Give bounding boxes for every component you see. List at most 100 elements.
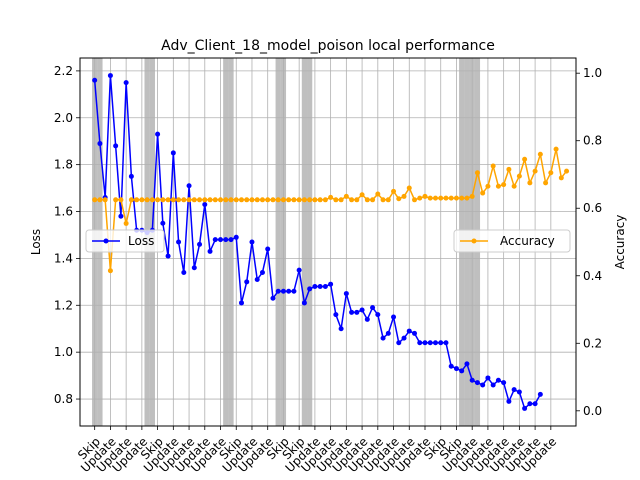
data-point-accuracy xyxy=(186,197,192,203)
left-axis: 0.8 1.0 1.2 1.4 1.6 1.8 2.0 2.2 xyxy=(54,64,80,406)
data-point-loss xyxy=(474,380,480,386)
data-point-loss xyxy=(212,237,218,243)
data-point-loss xyxy=(186,183,192,189)
data-point-loss xyxy=(176,239,182,245)
data-point-accuracy xyxy=(307,197,313,203)
data-point-loss xyxy=(459,368,465,374)
data-point-accuracy xyxy=(265,197,271,203)
data-point-accuracy xyxy=(459,195,465,201)
data-point-accuracy xyxy=(286,197,292,203)
data-point-loss xyxy=(380,335,386,341)
chart-title: Adv_Client_18_model_poison local perform… xyxy=(161,38,495,54)
data-point-loss xyxy=(301,300,307,306)
data-point-accuracy xyxy=(92,197,98,203)
data-point-accuracy xyxy=(291,197,297,203)
data-point-accuracy xyxy=(270,197,276,203)
plot-area-frame xyxy=(79,57,577,427)
data-point-loss xyxy=(181,269,187,275)
data-point-accuracy xyxy=(160,197,166,203)
data-point-accuracy xyxy=(417,195,423,201)
data-point-accuracy xyxy=(438,195,444,201)
data-point-accuracy xyxy=(296,197,302,203)
data-point-accuracy xyxy=(522,156,528,162)
data-point-accuracy xyxy=(464,195,470,201)
x-axis: SkipUpdateUpdateUpdateSkipUpdateUpdateUp… xyxy=(75,426,559,475)
legend-accuracy-box xyxy=(453,229,571,253)
data-point-loss xyxy=(286,288,292,294)
data-point-accuracy xyxy=(485,183,491,189)
data-point-loss xyxy=(113,143,119,149)
data-point-accuracy xyxy=(223,197,229,203)
data-point-loss xyxy=(495,377,501,383)
data-point-accuracy xyxy=(412,197,418,203)
data-point-accuracy xyxy=(490,163,496,169)
data-point-loss xyxy=(249,239,255,245)
data-point-accuracy xyxy=(385,197,391,203)
data-point-accuracy xyxy=(322,197,328,203)
data-point-accuracy xyxy=(197,197,203,203)
data-point-accuracy xyxy=(422,193,428,199)
data-point-accuracy xyxy=(249,197,255,203)
data-point-accuracy xyxy=(259,197,265,203)
data-point-accuracy xyxy=(474,170,480,176)
data-point-loss xyxy=(443,340,449,346)
data-point-loss xyxy=(522,405,528,411)
data-point-accuracy xyxy=(537,151,543,157)
data-point-accuracy xyxy=(506,166,512,172)
data-point-accuracy xyxy=(432,195,438,201)
y2-tick-label: 0.2 xyxy=(583,336,602,350)
y2-tick-label: 0.4 xyxy=(583,269,602,283)
y2-tick-label: 0.0 xyxy=(583,404,602,418)
data-point-loss xyxy=(202,201,208,207)
data-point-loss xyxy=(296,267,302,273)
data-point-accuracy xyxy=(380,197,386,203)
legend-accuracy-marker xyxy=(471,238,477,244)
legend-loss: Loss xyxy=(85,229,165,253)
legend-accuracy: Accuracy xyxy=(453,229,571,253)
data-point-loss xyxy=(485,375,491,381)
data-point-loss xyxy=(270,295,276,301)
data-point-loss xyxy=(307,286,313,292)
y-tick-label: 1.6 xyxy=(54,205,73,219)
y-tick-label: 1.2 xyxy=(54,298,73,312)
data-point-accuracy xyxy=(107,268,113,274)
data-point-accuracy xyxy=(406,185,412,191)
data-point-loss xyxy=(516,389,522,395)
data-point-accuracy xyxy=(218,197,224,203)
data-point-accuracy xyxy=(453,195,459,201)
data-point-accuracy xyxy=(128,197,134,203)
data-point-accuracy xyxy=(427,195,433,201)
data-point-accuracy xyxy=(191,197,197,203)
data-point-loss xyxy=(422,340,428,346)
data-point-loss xyxy=(197,241,203,247)
data-point-accuracy xyxy=(359,192,365,198)
data-point-loss xyxy=(92,77,98,83)
skip-band xyxy=(307,58,313,426)
data-point-loss xyxy=(118,213,124,219)
y-tick-label: 2.2 xyxy=(54,64,73,78)
data-point-loss xyxy=(170,150,176,156)
y2-tick-label: 1.0 xyxy=(583,66,602,80)
data-point-accuracy xyxy=(312,197,318,203)
data-point-accuracy xyxy=(548,170,554,176)
data-point-loss xyxy=(254,277,260,283)
data-point-loss xyxy=(537,391,543,397)
data-point-loss xyxy=(438,340,444,346)
y-axis-title: Loss xyxy=(29,229,43,255)
data-point-loss xyxy=(128,173,134,179)
data-point-loss xyxy=(391,314,397,320)
data-point-accuracy xyxy=(139,197,145,203)
y2-axis-title: Accuracy xyxy=(613,215,627,270)
data-point-accuracy xyxy=(238,197,244,203)
data-point-loss xyxy=(275,288,281,294)
data-point-accuracy xyxy=(202,197,208,203)
data-point-loss xyxy=(490,382,496,388)
data-point-accuracy xyxy=(564,168,570,174)
data-point-accuracy xyxy=(228,197,234,203)
data-point-accuracy xyxy=(448,195,454,201)
data-point-accuracy xyxy=(396,196,402,202)
data-point-accuracy xyxy=(443,195,449,201)
data-point-loss xyxy=(317,284,323,290)
data-point-loss xyxy=(448,363,454,369)
